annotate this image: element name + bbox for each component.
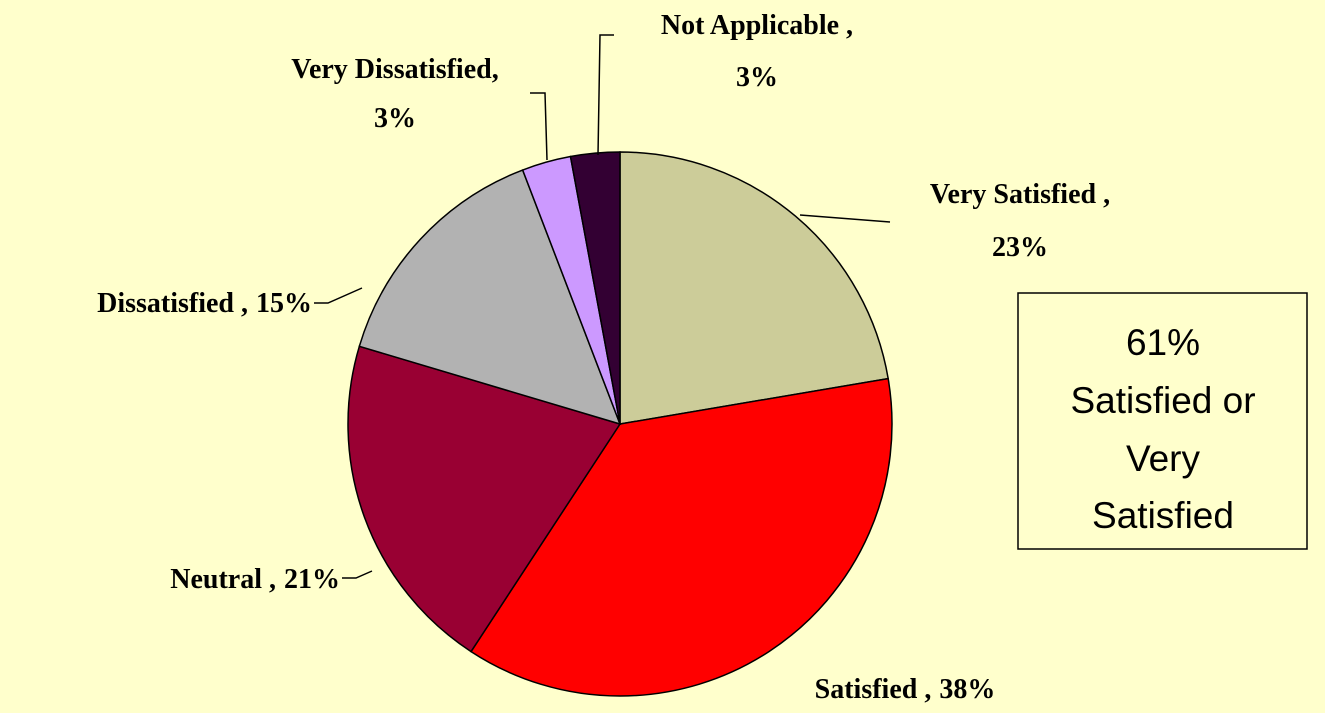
value-label: 38%	[939, 674, 995, 705]
category-label: Satisfied ,	[815, 674, 932, 705]
pie-slice	[347, 345, 622, 653]
pie-slice	[358, 169, 622, 426]
annotation-box	[1017, 292, 1308, 550]
pie-slice	[470, 377, 893, 697]
leader-line	[597, 34, 614, 156]
data-label: Very Satisfied , 23%	[930, 179, 1110, 263]
category-label: Very Satisfied ,	[930, 179, 1110, 210]
value-label: 21%	[284, 564, 340, 595]
data-label: Dissatisfied , 15%	[97, 288, 312, 319]
data-label: Very Dissatisfied, 3%	[291, 54, 498, 134]
annotation-text: Satisfied or	[1070, 380, 1255, 421]
category-label: Neutral ,	[170, 564, 276, 595]
data-label: Not Applicable , 3%	[661, 10, 853, 93]
leader-line	[314, 287, 363, 304]
leader-line	[530, 92, 548, 161]
value-label: 3%	[374, 103, 416, 134]
leader-line	[342, 570, 373, 579]
data-label: Neutral , 21%	[170, 564, 340, 595]
category-label: Very Dissatisfied,	[291, 54, 498, 85]
annotation-text: Very	[1126, 438, 1201, 479]
data-label: Satisfied , 38%	[815, 674, 996, 705]
pie-slice	[619, 151, 890, 425]
category-label: Not Applicable ,	[661, 10, 853, 41]
annotation-text: 61%	[1126, 322, 1200, 363]
value-label: 3%	[736, 62, 778, 93]
annotation-text: Satisfied	[1092, 495, 1234, 536]
pie-slice	[569, 151, 621, 425]
leader-line	[799, 214, 891, 223]
value-label: 23%	[992, 232, 1048, 263]
category-label: Dissatisfied ,	[97, 288, 248, 319]
value-label: 15%	[256, 288, 312, 319]
